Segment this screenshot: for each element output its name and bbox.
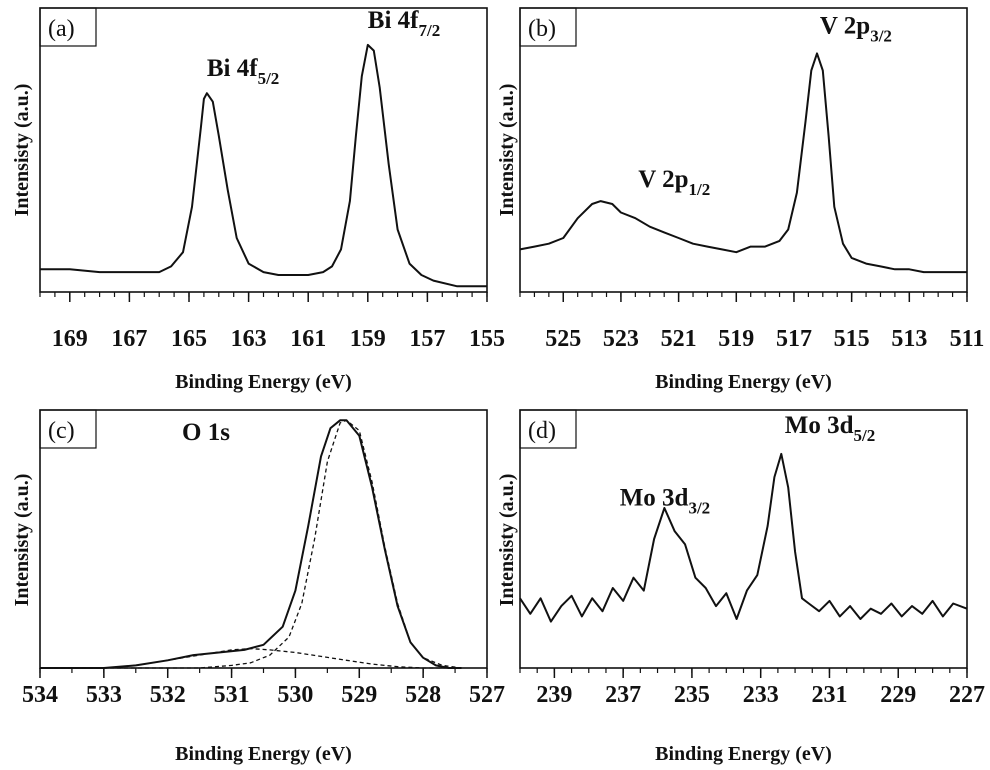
x-tick-label: 517 (776, 326, 812, 352)
chart-panel-b: 525 523 521 519 517 515 513 511 Binding Energy (… (496, 7, 985, 393)
peak-label: V 2p3/2 (820, 13, 892, 46)
x-axis-title: Binding Energy (eV) (655, 743, 832, 765)
x-tick-label: 237 (605, 682, 641, 708)
x-tick-label: 229 (880, 682, 916, 708)
x-tick-label: 163 (231, 326, 267, 352)
peak-label: Bi 4f7/2 (368, 7, 440, 40)
y-axis-title: Intensisty (a.u.) (496, 474, 518, 607)
x-tick-label: 161 (290, 326, 326, 352)
chart-panel-d: 239 237 235 233 231 229 227 Binding Energy (eV)… (496, 409, 985, 765)
panel-label-box (519, 409, 577, 449)
chart-panel-c: 534 533 532 531 530 529 528 527 Binding Energy (… (11, 409, 505, 765)
x-tick-label: 523 (603, 326, 639, 352)
x-tick-label: 532 (150, 682, 186, 708)
x-tick-label: 157 (409, 326, 445, 352)
x-tick-label: 233 (743, 682, 779, 708)
x-tick-label: 525 (545, 326, 581, 352)
series-line-2 (40, 419, 462, 669)
x-tick-label: 529 (341, 682, 377, 708)
x-tick-label: 227 (949, 682, 985, 708)
x-tick-label: 167 (111, 326, 147, 352)
series-line-1 (519, 52, 967, 274)
x-axis-title: Binding Energy (eV) (175, 371, 352, 393)
x-tick-label: 515 (834, 326, 870, 352)
x-axis-title: Binding Energy (eV) (175, 743, 352, 765)
x-tick-label: 235 (674, 682, 710, 708)
x-tick-label: 511 (950, 326, 985, 352)
x-axis-title: Binding Energy (eV) (655, 371, 832, 393)
x-tick-label: 530 (277, 682, 313, 708)
x-tick-label: 534 (22, 682, 58, 708)
x-tick-label: 513 (891, 326, 927, 352)
x-tick-label: 533 (86, 682, 122, 708)
x-tick-label: 159 (350, 326, 386, 352)
plot-frame (519, 7, 968, 293)
panel-label-box (519, 7, 577, 47)
panel-label: (b) (528, 16, 556, 42)
y-axis-title: Intensisty (a.u.) (11, 474, 33, 607)
x-tick-label: 239 (536, 682, 572, 708)
x-tick-label: 521 (661, 326, 697, 352)
series-line-1 (40, 43, 487, 288)
panel-label: (d) (528, 418, 556, 444)
chart-panel-a: 169 167 165 163 161 159 157 155 Binding Energy (… (11, 7, 505, 393)
peak-label: Bi 4f5/2 (207, 55, 279, 88)
y-axis-title: Intensisty (a.u.) (496, 84, 518, 217)
x-tick-label: 519 (718, 326, 754, 352)
panel-label-box (39, 7, 97, 47)
panel-label: (c) (48, 418, 75, 444)
series-line-3 (40, 647, 449, 669)
series-line-1 (519, 452, 968, 623)
x-tick-label: 231 (811, 682, 847, 708)
panel-label: (a) (48, 16, 75, 42)
x-tick-label: 531 (214, 682, 250, 708)
x-tick-label: 528 (405, 682, 441, 708)
series-line-1 (40, 419, 462, 669)
peak-label: O 1s (182, 419, 230, 446)
plot-frame (39, 7, 488, 293)
plot-frame (39, 409, 488, 669)
x-tick-label: 155 (469, 326, 505, 352)
y-axis-title: Intensisty (a.u.) (11, 84, 33, 217)
plot-frame (519, 409, 968, 669)
x-tick-label: 165 (171, 326, 207, 352)
peak-label: V 2p1/2 (638, 166, 710, 199)
panel-label-box (39, 409, 97, 449)
peak-label: Mo 3d5/2 (785, 412, 875, 445)
peak-label: Mo 3d3/2 (620, 484, 710, 517)
x-tick-label: 527 (469, 682, 505, 708)
x-tick-label: 169 (52, 326, 88, 352)
